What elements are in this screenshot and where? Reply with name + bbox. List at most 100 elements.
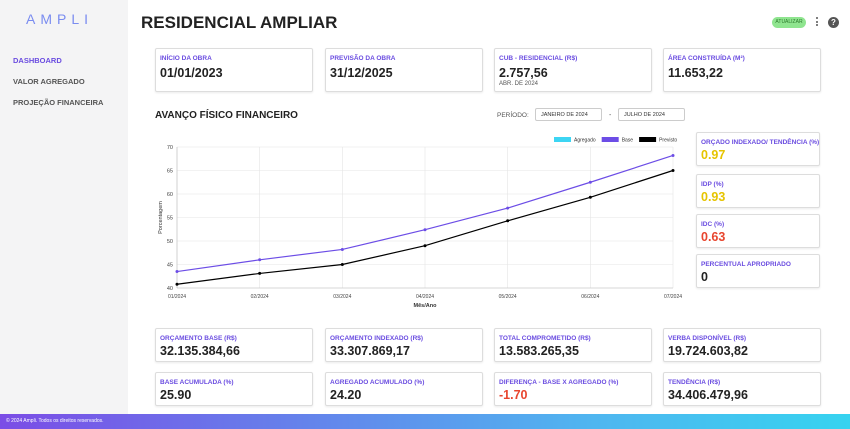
- card-value: 01/01/2023: [160, 66, 223, 80]
- chart: 40 45 50 55 60 65 70 01/2024 02/2024 03/2024 04/20…: [158, 137, 682, 309]
- data-point: [258, 271, 262, 275]
- card: ORÇADO INDEXADO/ TENDÊNCIA (%) 0.97: [696, 132, 820, 166]
- card-value: 13.583.265,35: [499, 344, 579, 358]
- card-value: 24.20: [330, 388, 362, 402]
- card: ORÇAMENTO BASE (R$) 32.135.384,66: [155, 328, 313, 362]
- data-point: [506, 206, 510, 210]
- card-value: 25.90: [160, 388, 192, 402]
- y-tick-label: 55: [167, 216, 173, 222]
- card: AGREGADO ACUMULADO (%) 24.20: [325, 372, 483, 406]
- y-axis-label: Porcentagem: [158, 201, 164, 234]
- x-tick-label: 05/2024: [499, 294, 517, 300]
- y-tick-label: 60: [167, 192, 173, 198]
- card-label: TOTAL COMPROMETIDO (R$): [499, 335, 591, 342]
- card: PERCENTUAL APROPRIADO 0: [696, 254, 820, 288]
- card-label: BASE ACUMULADA (%): [160, 379, 234, 386]
- y-tick-label: 40: [167, 286, 173, 292]
- card-value: 0.97: [701, 148, 726, 162]
- card-label: ORÇADO INDEXADO/ TENDÊNCIA (%): [701, 139, 820, 146]
- date-input[interactable]: JULHO DE 2024: [618, 108, 685, 121]
- nav-item[interactable]: PROJEÇÃO FINANCEIRA: [13, 98, 104, 107]
- data-point: [506, 219, 510, 223]
- help-button[interactable]: ?: [828, 17, 839, 28]
- card-label: ORÇAMENTO INDEXADO (R$): [330, 335, 424, 342]
- card: PREVISÃO DA OBRA 31/12/2025: [325, 48, 483, 92]
- data-point: [175, 282, 179, 286]
- y-tick-label: 70: [167, 145, 173, 151]
- card-value: 0.63: [701, 230, 726, 244]
- card-label: VERBA DISPONÍVEL (R$): [668, 335, 747, 342]
- card-label: DIFERENÇA - BASE X AGREGADO (%): [499, 379, 619, 386]
- y-tick-label: 50: [167, 239, 173, 245]
- data-point: [671, 169, 675, 172]
- card: CUB - RESIDENCIAL (R$) 2.757,56 ABR. DE 20…: [494, 48, 652, 92]
- x-tick-label: 02/2024: [251, 294, 269, 300]
- card: IDP (%) 0.93: [696, 174, 820, 208]
- card: TOTAL COMPROMETIDO (R$) 13.583.265,35: [494, 328, 652, 362]
- x-tick-label: 03/2024: [333, 294, 351, 300]
- legend-label: Agregado: [574, 138, 596, 144]
- data-point: [423, 244, 427, 248]
- card: BASE ACUMULADA (%) 25.90: [155, 372, 313, 406]
- card-value: 0: [701, 270, 708, 284]
- card-value: 31/12/2025: [330, 66, 393, 80]
- card-label: ÁREA CONSTRUÍDA (M²): [668, 55, 745, 62]
- nav-item[interactable]: VALOR AGREGADO: [13, 77, 85, 86]
- x-axis-label: Mês/Ano: [414, 303, 438, 309]
- card-label: IDP (%): [701, 181, 724, 188]
- legend-label: Base: [622, 138, 634, 144]
- card-label: CUB - RESIDENCIAL (R$): [499, 55, 578, 62]
- nav-item[interactable]: DASHBOARD: [13, 56, 62, 65]
- update-button[interactable]: ATUALIZAR: [772, 17, 806, 28]
- legend-swatch: [639, 137, 657, 142]
- card-value: 34.406.479,96: [668, 388, 748, 402]
- card-label: IDC (%): [701, 221, 725, 228]
- sidebar: [0, 0, 128, 414]
- data-point: [175, 270, 179, 274]
- card: ÁREA CONSTRUÍDA (M²) 11.653,22: [663, 48, 821, 92]
- x-tick-label: 04/2024: [416, 294, 434, 300]
- card: ORÇAMENTO INDEXADO (R$) 33.307.869,17: [325, 328, 483, 362]
- card-value: 11.653,22: [668, 66, 723, 80]
- data-point: [588, 195, 592, 199]
- card: IDC (%) 0.63: [696, 214, 820, 248]
- legend-swatch: [601, 137, 619, 142]
- card-label: PERCENTUAL APROPRIADO: [701, 261, 791, 268]
- card-value: -1.70: [499, 388, 528, 402]
- y-tick-label: 45: [167, 263, 173, 269]
- data-point: [423, 228, 427, 232]
- menu-button[interactable]: [816, 17, 819, 28]
- footer: © 2024 Ampli. Todos os direitos reservad…: [0, 414, 850, 429]
- period-label: PERÍODO:: [497, 112, 529, 119]
- separator: -: [609, 112, 612, 119]
- card: VERBA DISPONÍVEL (R$) 19.724.603,82: [663, 328, 821, 362]
- card-note: ABR. DE 2024: [499, 81, 539, 87]
- card-label: INÍCIO DA OBRA: [160, 55, 212, 62]
- x-tick-label: 07/2024: [664, 294, 682, 300]
- data-point: [671, 153, 675, 157]
- card-value: 19.724.603,82: [668, 344, 748, 358]
- card-value: 0.93: [701, 190, 726, 204]
- card-label: ORÇAMENTO BASE (R$): [160, 335, 237, 342]
- card: TENDÊNCIA (R$) 34.406.479,96: [663, 372, 821, 406]
- y-tick-label: 65: [167, 169, 173, 175]
- page-title: RESIDENCIAL AMPLIAR: [141, 13, 338, 32]
- data-point: [340, 247, 344, 251]
- card-value: 2.757,56: [499, 66, 548, 80]
- data-point: [340, 263, 344, 266]
- x-tick-label: 01/2024: [168, 294, 186, 300]
- card: INÍCIO DA OBRA 01/01/2023: [155, 48, 313, 92]
- x-tick-label: 06/2024: [581, 294, 599, 300]
- data-point: [588, 180, 592, 184]
- card-label: AGREGADO ACUMULADO (%): [330, 379, 425, 386]
- card-value: 33.307.869,17: [330, 344, 410, 358]
- data-point: [258, 258, 262, 262]
- section-title: AVANÇO FÍSICO FINANCEIRO: [155, 110, 298, 121]
- card-label: TENDÊNCIA (R$): [668, 379, 721, 386]
- card-value: 32.135.384,66: [160, 344, 240, 358]
- legend-swatch: [554, 137, 571, 142]
- card: DIFERENÇA - BASE X AGREGADO (%) -1.70: [494, 372, 652, 406]
- date-input[interactable]: JANEIRO DE 2024: [535, 108, 602, 121]
- legend-label: Previsto: [659, 138, 677, 144]
